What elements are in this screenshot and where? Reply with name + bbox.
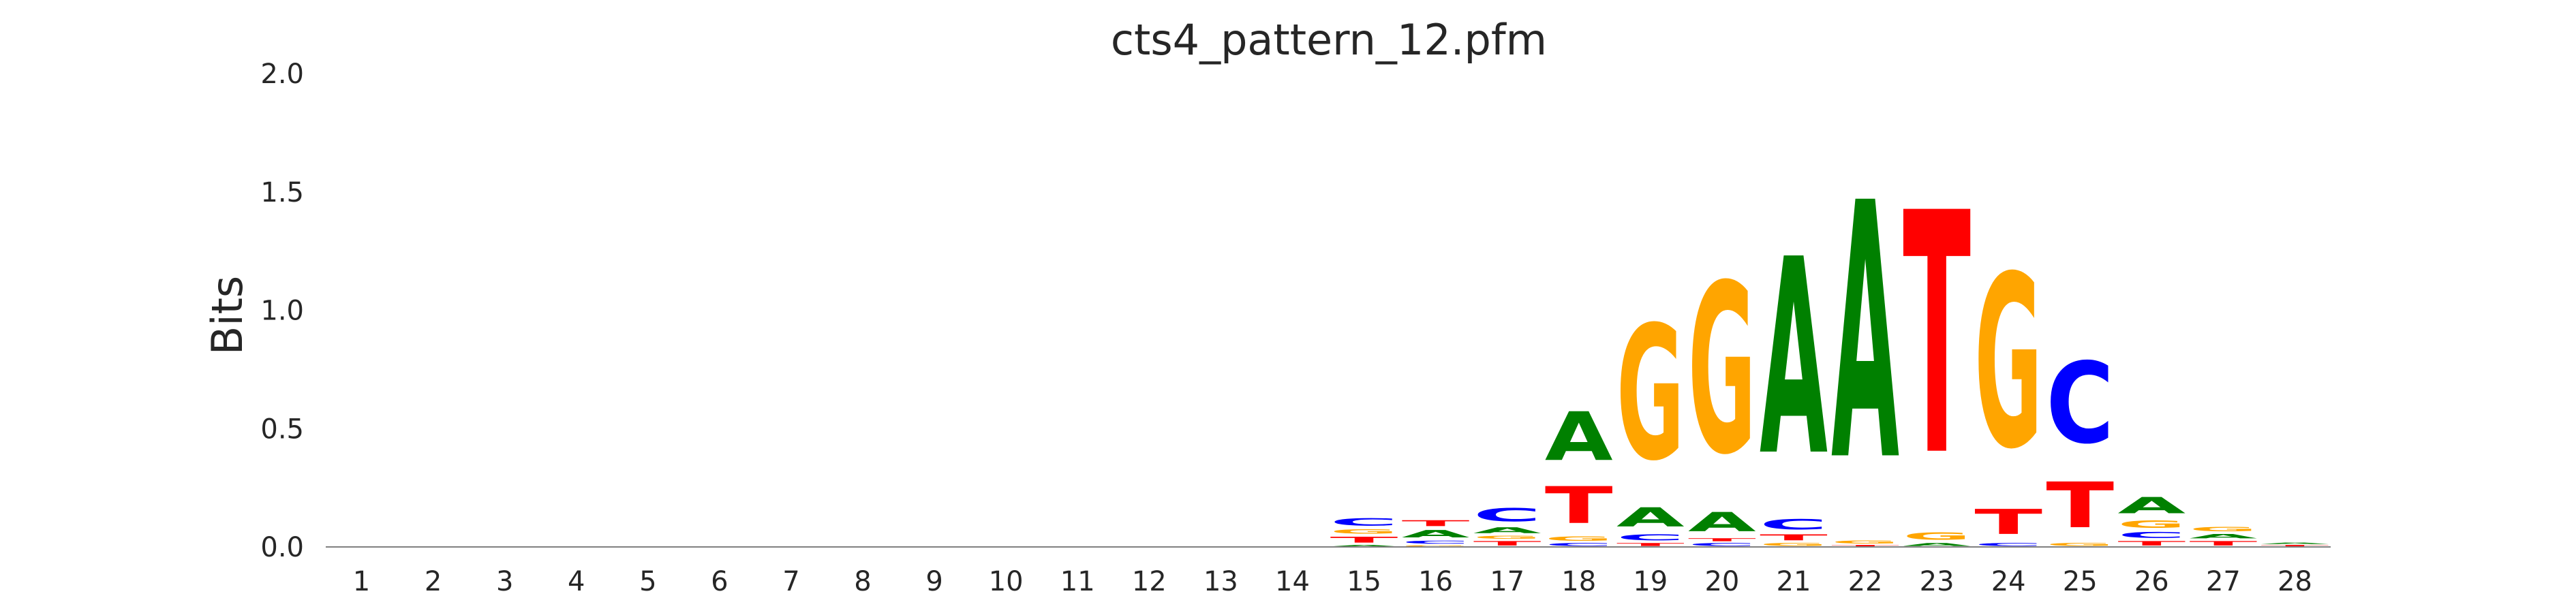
x-tick-label: 9 bbox=[925, 566, 942, 597]
logo-letter-g: G bbox=[1330, 528, 1398, 535]
logo-letter-a: A bbox=[1473, 526, 1542, 535]
y-tick-label: 1.0 bbox=[260, 296, 304, 327]
x-tick-label: 12 bbox=[1132, 566, 1167, 597]
x-tick-label: 23 bbox=[1920, 566, 1954, 597]
x-tick-label: 18 bbox=[1561, 566, 1596, 597]
x-tick-label: 3 bbox=[496, 566, 513, 597]
x-tick-label: 24 bbox=[1991, 566, 2026, 597]
x-tick-label: 2 bbox=[425, 566, 442, 597]
y-tick-label: 0.0 bbox=[260, 532, 304, 563]
logo-letter-g: G bbox=[1473, 535, 1542, 540]
logo-letter-c: C bbox=[2117, 531, 2186, 540]
logo-letter-a: A bbox=[2117, 493, 2186, 519]
x-tick-label: 1 bbox=[353, 566, 370, 597]
x-tick-label: 5 bbox=[639, 566, 656, 597]
logo-letter-t: T bbox=[2189, 540, 2257, 547]
y-tick-label: 1.5 bbox=[260, 177, 304, 208]
logo-letter-a: A bbox=[1903, 542, 1971, 547]
logo-letter-c: C bbox=[1760, 516, 1828, 533]
x-tick-label: 28 bbox=[2278, 566, 2312, 597]
x-tick-label: 21 bbox=[1777, 566, 1811, 597]
x-tick-label: 6 bbox=[711, 566, 728, 597]
logo-letter-a: A bbox=[1688, 507, 1756, 538]
x-tick-label: 14 bbox=[1275, 566, 1310, 597]
logo-letter-t: T bbox=[2117, 540, 2186, 547]
x-tick-label: 19 bbox=[1633, 566, 1668, 597]
logo-letter-g: G bbox=[2189, 526, 2257, 533]
logo-letter-t: T bbox=[1903, 142, 1972, 529]
logo-letter-t: T bbox=[1330, 535, 1398, 545]
x-tick-label: 16 bbox=[1418, 566, 1453, 597]
logo-letter-a: A bbox=[2189, 533, 2257, 539]
logo-letter-c: C bbox=[1473, 505, 1542, 526]
x-tick-label: 27 bbox=[2206, 566, 2241, 597]
logo-letter-t: T bbox=[1688, 537, 1756, 542]
x-tick-label: 7 bbox=[782, 566, 799, 597]
logo-letter-g: G bbox=[1688, 236, 1756, 506]
logo-letter-a: A bbox=[1831, 128, 1900, 538]
logo-letter-c: C bbox=[1688, 542, 1756, 547]
y-tick-label: 0.5 bbox=[260, 413, 304, 445]
logo-letter-g: G bbox=[1760, 542, 1828, 547]
logo-letter-t: T bbox=[1831, 545, 1899, 547]
logo-letter-c: C bbox=[2046, 339, 2114, 469]
logo-letter-t: T bbox=[1473, 540, 1542, 547]
x-tick-label: 8 bbox=[854, 566, 871, 597]
logo-letter-g: G bbox=[1903, 531, 1971, 542]
y-axis-ticks: 0.0 0.5 1.0 1.5 2.0 bbox=[260, 59, 304, 563]
logo-letter-t: T bbox=[2046, 469, 2114, 542]
logo-letters: ATGCGCATTGACCGTATCAGCTAGGTCATGAAGTCTGGTC… bbox=[1330, 128, 2329, 547]
x-tick-label: 4 bbox=[568, 566, 585, 597]
logo-letter-a: A bbox=[2261, 542, 2329, 544]
chart-title: cts4_pattern_12.pfm bbox=[1111, 15, 1547, 65]
logo-letter-g: G bbox=[2117, 519, 2186, 531]
logo-letter-t: T bbox=[1974, 502, 2042, 542]
y-tick-label: 2.0 bbox=[260, 59, 304, 90]
x-axis-ticks: 1 2 3 4 5 6 7 8 9 10 11 12 13 14 15 16 17 18 19 20 21 22 23 24 2… bbox=[353, 566, 2312, 597]
logo-letter-c: C bbox=[1616, 533, 1685, 542]
x-tick-label: 20 bbox=[1704, 566, 1739, 597]
logo-letter-g: G bbox=[1831, 540, 1899, 545]
x-tick-label: 13 bbox=[1203, 566, 1238, 597]
logo-letter-a: A bbox=[1760, 202, 1828, 516]
logo-letter-t: T bbox=[1616, 542, 1685, 547]
x-tick-label: 11 bbox=[1060, 566, 1095, 597]
logo-letter-g: G bbox=[1974, 226, 2042, 501]
x-tick-label: 22 bbox=[1848, 566, 1883, 597]
x-tick-label: 25 bbox=[2063, 566, 2098, 597]
x-tick-label: 15 bbox=[1347, 566, 1381, 597]
logo-letter-a: A bbox=[1545, 398, 1613, 476]
logo-letter-a: A bbox=[1616, 503, 1685, 533]
logo-letter-g: G bbox=[2046, 542, 2114, 547]
logo-letter-c: C bbox=[1974, 542, 2042, 547]
logo-letter-c: C bbox=[1330, 516, 1398, 528]
x-tick-label: 17 bbox=[1490, 566, 1524, 597]
y-axis-label: Bits bbox=[202, 276, 252, 355]
logo-letter-t: T bbox=[1760, 533, 1828, 542]
x-tick-label: 10 bbox=[989, 566, 1024, 597]
x-tick-label: 26 bbox=[2134, 566, 2169, 597]
logo-letter-c: C bbox=[1402, 540, 1470, 545]
logo-letter-t: T bbox=[1402, 518, 1470, 528]
logo-letter-a: A bbox=[1402, 528, 1470, 539]
logo-letter-g: G bbox=[1545, 535, 1613, 542]
logo-letter-a: A bbox=[1330, 545, 1398, 547]
logo-letter-g: G bbox=[1402, 545, 1470, 547]
logo-letter-c: C bbox=[1545, 542, 1613, 547]
logo-letter-t: T bbox=[1545, 476, 1613, 535]
logo-letter-g: G bbox=[1616, 287, 1685, 502]
logo-letter-t: T bbox=[2261, 545, 2329, 547]
